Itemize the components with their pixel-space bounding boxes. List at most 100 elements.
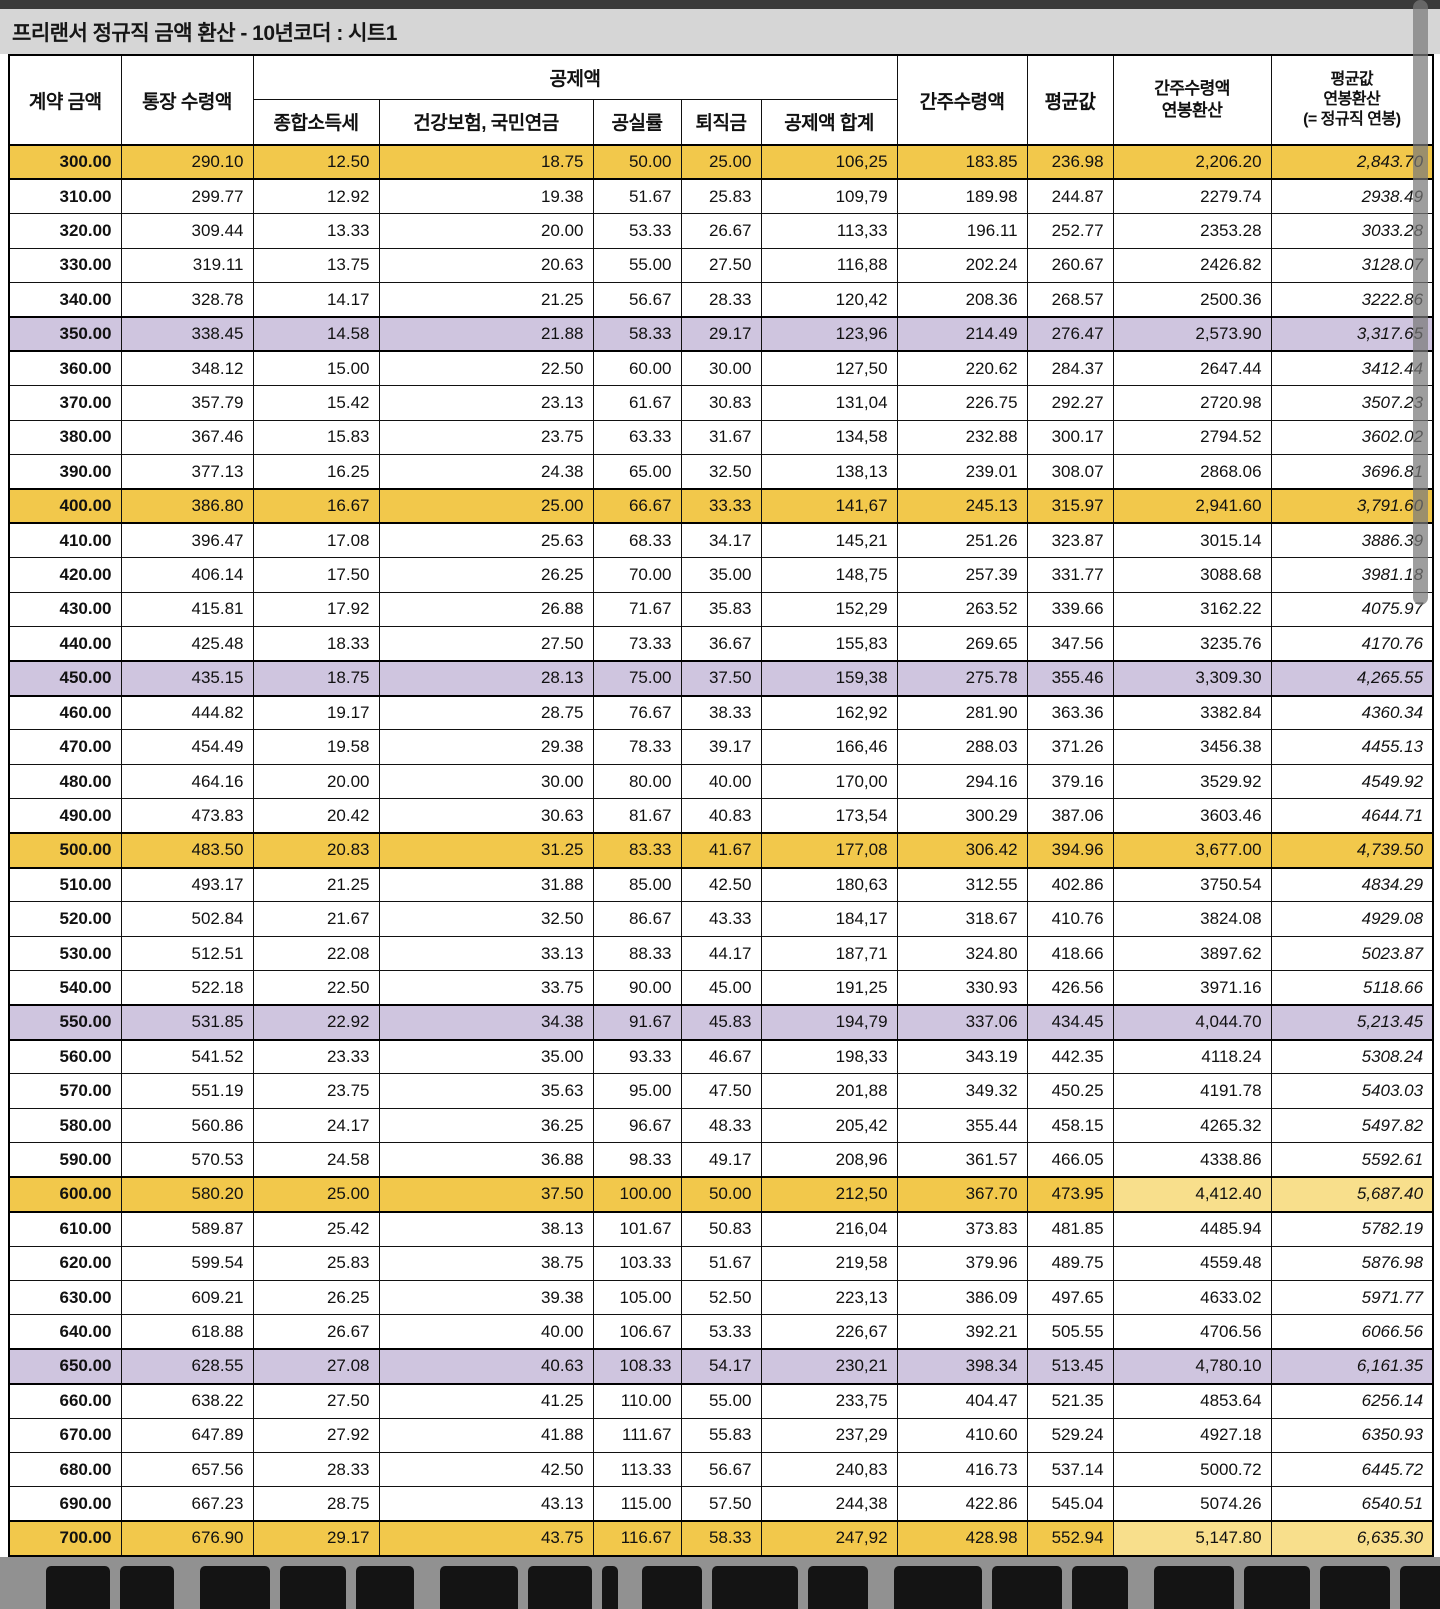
cell: 41.25 (378, 1383, 594, 1419)
cell: 28.33 (252, 1451, 380, 1488)
table-row: 560.00 541.52 23.33 35.00 93.33 46.67 198,33 34… (8, 1039, 1434, 1075)
cell: 410.76 (1026, 901, 1114, 937)
cell: 667.23 (120, 1486, 254, 1522)
cell: 148,75 (760, 557, 898, 593)
cell: 15.42 (252, 385, 380, 421)
cell: 45.00 (680, 970, 762, 1006)
cell: 208.36 (896, 282, 1028, 318)
cell: 4265.32 (1112, 1107, 1272, 1144)
col-header-vacancy-rate: 공실률 (592, 98, 682, 146)
cell: 43.13 (378, 1486, 594, 1522)
clipped-glyph (280, 1565, 346, 1609)
cell: 339.66 (1026, 591, 1114, 628)
cell: 21.25 (378, 282, 594, 318)
cell: 4549.92 (1270, 763, 1434, 800)
cell: 6350.93 (1270, 1417, 1434, 1453)
cell: 670.00 (8, 1417, 122, 1453)
cell: 26.25 (378, 557, 594, 593)
cell: 402.86 (1026, 867, 1114, 903)
cell: 48.33 (680, 1107, 762, 1144)
cell: 52.50 (680, 1279, 762, 1316)
table-body: 300.00 290.10 12.50 18.75 50.00 25.00 106,25 18… (8, 143, 1434, 1557)
cell: 355.46 (1026, 660, 1114, 697)
cell: 35.00 (378, 1039, 594, 1075)
cell: 3015.14 (1112, 522, 1272, 559)
cell: 328.78 (120, 282, 254, 318)
cell: 35.00 (680, 557, 762, 593)
cell: 155,83 (760, 626, 898, 662)
cell: 31.88 (378, 867, 594, 903)
cell: 27.50 (378, 626, 594, 662)
cell: 690.00 (8, 1486, 122, 1522)
top-bar (0, 0, 1440, 9)
cell: 6445.72 (1270, 1451, 1434, 1488)
cell: 81.67 (592, 798, 682, 834)
cell: 347.56 (1026, 626, 1114, 662)
cell: 550.00 (8, 1004, 122, 1041)
cell: 36.25 (378, 1107, 594, 1144)
cell: 55.83 (680, 1417, 762, 1453)
cell: 19.17 (252, 694, 380, 731)
cell: 510.00 (8, 867, 122, 903)
cell: 53.33 (680, 1314, 762, 1350)
table-row: 440.00 425.48 18.33 27.50 73.33 36.67 155,83 26… (8, 626, 1434, 662)
cell: 3750.54 (1112, 867, 1272, 903)
cell: 473.95 (1026, 1176, 1114, 1213)
sheet-table: 계약 금액 통장 수령액 공제액 간주수령액 평균값 간주수령액 연봉환산 평균… (8, 54, 1435, 1557)
cell: 5876.98 (1270, 1245, 1434, 1281)
scrollbar-thumb[interactable] (1413, 0, 1428, 605)
cell: 3162.22 (1112, 591, 1272, 628)
cell: 212,50 (760, 1176, 898, 1213)
cell: 28.75 (252, 1486, 380, 1522)
cell: 647.89 (120, 1417, 254, 1453)
clipped-glyph (356, 1565, 414, 1609)
cell: 288.03 (896, 729, 1028, 765)
cell: 337.06 (896, 1004, 1028, 1041)
cell: 13.33 (252, 213, 380, 249)
cell: 4360.34 (1270, 694, 1434, 731)
cell: 23.13 (378, 385, 594, 421)
cell: 464.16 (120, 763, 254, 800)
cell: 5023.87 (1270, 935, 1434, 972)
cell: 100.00 (592, 1176, 682, 1213)
cell: 309.44 (120, 213, 254, 249)
cell: 91.67 (592, 1004, 682, 1041)
col-header-average-annual-line1: 평균값 (1330, 71, 1374, 88)
col-header-average-annual-line2: 연봉환산 (1323, 91, 1381, 108)
cell: 620.00 (8, 1245, 122, 1281)
cell: 30.00 (378, 763, 594, 800)
cell: 226,67 (760, 1314, 898, 1350)
cell: 37.50 (680, 660, 762, 697)
cell: 25.00 (378, 488, 594, 525)
cell: 214.49 (896, 316, 1028, 353)
cell: 85.00 (592, 867, 682, 903)
cell: 116,88 (760, 247, 898, 284)
cell: 226.75 (896, 385, 1028, 421)
cell: 570.53 (120, 1142, 254, 1178)
cell: 2500.36 (1112, 282, 1272, 318)
col-header-deductions-group: 공제액 (252, 54, 898, 100)
table-row: 690.00 667.23 28.75 43.13 115.00 57.50 244,38 4… (8, 1486, 1434, 1522)
cell: 483.50 (120, 832, 254, 869)
cell: 86.67 (592, 901, 682, 937)
table-row: 600.00 580.20 25.00 37.50 100.00 50.00 212,50 3… (8, 1176, 1434, 1213)
cell: 489.75 (1026, 1245, 1114, 1281)
cell: 191,25 (760, 970, 898, 1006)
cell: 331.77 (1026, 557, 1114, 593)
cell: 580.00 (8, 1107, 122, 1144)
cell: 41.88 (378, 1417, 594, 1453)
cell: 473.83 (120, 798, 254, 834)
cell: 134,58 (760, 419, 898, 456)
cell: 306.42 (896, 832, 1028, 869)
cell: 66.67 (592, 488, 682, 525)
cell: 4170.76 (1270, 626, 1434, 662)
cell: 290.10 (120, 143, 254, 181)
col-header-severance: 퇴직금 (680, 98, 762, 146)
col-header-income-tax: 종합소득세 (252, 98, 380, 146)
table-row: 670.00 647.89 27.92 41.88 111.67 55.83 237,29 4… (8, 1417, 1434, 1453)
cell: 3128.07 (1270, 247, 1434, 284)
cell: 21.67 (252, 901, 380, 937)
cell: 61.67 (592, 385, 682, 421)
clipped-glyph (528, 1565, 592, 1609)
cell: 21.25 (252, 867, 380, 903)
